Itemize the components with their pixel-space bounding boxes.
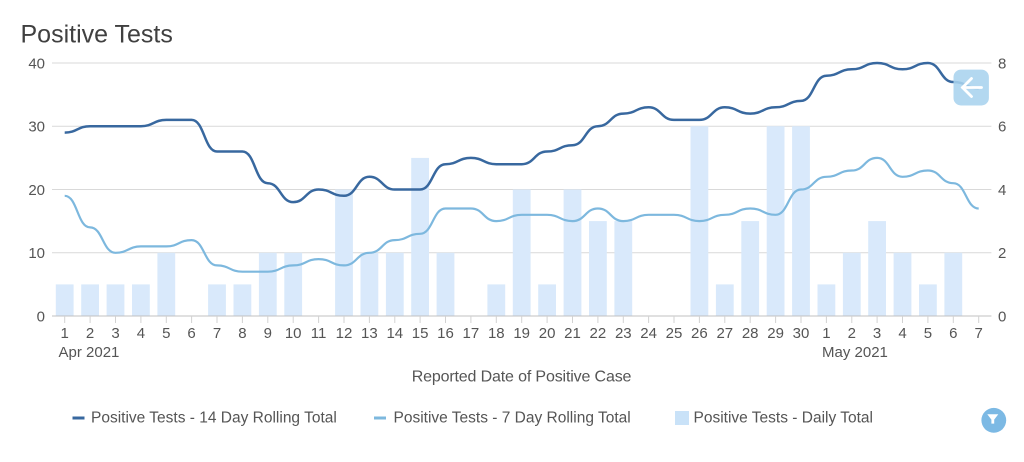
svg-text:26: 26 (691, 325, 708, 342)
svg-text:3: 3 (111, 325, 119, 342)
svg-text:13: 13 (361, 325, 378, 342)
svg-text:27: 27 (716, 325, 733, 342)
svg-text:23: 23 (615, 325, 632, 342)
svg-text:0: 0 (998, 308, 1006, 325)
svg-text:24: 24 (640, 325, 657, 342)
svg-text:11: 11 (311, 325, 327, 342)
svg-text:8: 8 (238, 325, 246, 342)
svg-text:25: 25 (666, 325, 683, 342)
svg-text:Positive Tests - 14 Day Rollin: Positive Tests - 14 Day Rolling Total (91, 410, 337, 427)
svg-text:1: 1 (61, 325, 69, 342)
svg-text:40: 40 (28, 55, 45, 72)
svg-text:3: 3 (873, 325, 881, 342)
svg-text:30: 30 (28, 119, 45, 136)
svg-text:4: 4 (998, 182, 1006, 199)
svg-text:18: 18 (488, 325, 505, 342)
svg-text:0: 0 (37, 308, 45, 325)
svg-text:7: 7 (975, 325, 983, 342)
svg-text:17: 17 (463, 325, 480, 342)
svg-text:4: 4 (137, 325, 145, 342)
svg-text:12: 12 (336, 325, 353, 342)
svg-text:22: 22 (590, 325, 607, 342)
svg-text:May 2021: May 2021 (822, 344, 888, 361)
svg-text:29: 29 (767, 325, 784, 342)
svg-text:6: 6 (998, 119, 1006, 136)
svg-text:19: 19 (513, 325, 530, 342)
svg-text:5: 5 (162, 325, 170, 342)
svg-text:7: 7 (213, 325, 221, 342)
svg-text:Reported Date of Positive Case: Reported Date of Positive Case (412, 369, 632, 386)
svg-text:2: 2 (848, 325, 856, 342)
svg-text:21: 21 (564, 325, 581, 342)
svg-text:20: 20 (539, 325, 556, 342)
svg-text:Apr 2021: Apr 2021 (59, 344, 120, 361)
svg-text:14: 14 (386, 325, 403, 342)
svg-text:2: 2 (998, 245, 1006, 262)
svg-text:4: 4 (898, 325, 906, 342)
svg-text:30: 30 (793, 325, 810, 342)
svg-text:10: 10 (285, 325, 302, 342)
svg-text:28: 28 (742, 325, 759, 342)
svg-text:16: 16 (437, 325, 454, 342)
svg-text:2: 2 (86, 325, 94, 342)
svg-text:1: 1 (822, 325, 830, 342)
svg-text:5: 5 (924, 325, 932, 342)
svg-text:9: 9 (264, 325, 272, 342)
svg-text:15: 15 (412, 325, 429, 342)
svg-text:20: 20 (28, 182, 45, 199)
svg-text:8: 8 (998, 55, 1006, 72)
svg-text:Positive Tests - 7 Day Rolling: Positive Tests - 7 Day Rolling Total (394, 410, 631, 427)
svg-text:10: 10 (28, 245, 45, 262)
svg-text:Positive Tests - Daily Total: Positive Tests - Daily Total (694, 410, 873, 427)
svg-text:6: 6 (187, 325, 195, 342)
svg-text:Positive Tests: Positive Tests (21, 20, 173, 48)
svg-text:6: 6 (949, 325, 957, 342)
